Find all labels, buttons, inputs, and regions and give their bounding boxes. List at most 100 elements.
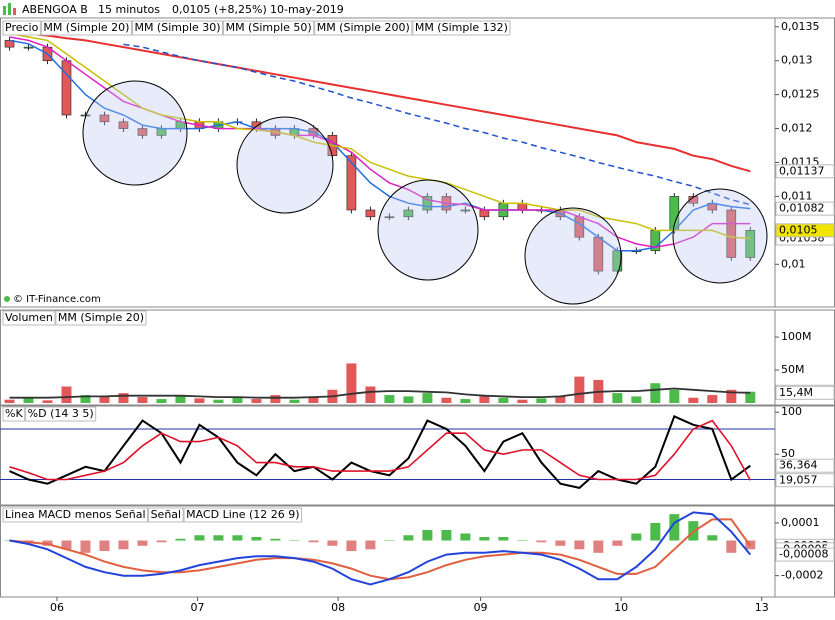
last-value-label: 0,0105 — [779, 223, 818, 236]
last-value-label: 15,4M — [779, 386, 813, 399]
histogram-bar — [498, 537, 509, 541]
last-value-label: -0,00008 — [779, 548, 828, 561]
candle-body — [460, 209, 471, 212]
histogram-bar — [80, 540, 91, 553]
interval: 15 minutos — [98, 3, 160, 16]
volume-bar — [726, 389, 737, 403]
price: 0,0105 (+8,25%) — [172, 3, 267, 16]
legend-entry: Señal — [151, 508, 182, 521]
volume-bar — [61, 386, 72, 403]
histogram-bar — [156, 540, 167, 543]
candle-body — [346, 155, 357, 211]
logo-bar — [3, 6, 6, 15]
volume-bar — [384, 395, 395, 403]
last-value-label: 0,01137 — [779, 164, 825, 177]
volume-bar — [422, 393, 433, 403]
histogram-bar — [403, 535, 414, 541]
histogram-bar — [213, 535, 224, 541]
last-value-badge — [775, 458, 835, 473]
last-value-badge — [775, 385, 835, 400]
volume-bar — [403, 396, 414, 403]
histogram-bar — [555, 540, 566, 546]
legend-entry: MM (Simple 30) — [134, 21, 220, 34]
candle-body — [118, 121, 129, 129]
legend-box — [148, 507, 184, 523]
volume-bar — [479, 396, 490, 403]
y-tick-label: 0,0001 — [781, 516, 820, 529]
x-tick-label: 07 — [191, 601, 205, 614]
annotation-circles — [82, 80, 768, 305]
annotation-circle — [672, 188, 768, 284]
volume-bar — [270, 395, 281, 403]
legend-entry: MM (Simple 20) — [43, 21, 129, 34]
candle-body — [403, 209, 414, 218]
histogram-bar — [175, 538, 186, 541]
y-tick-label: 100 — [781, 405, 802, 418]
title: ABENGOA B — [22, 3, 88, 16]
histogram-bar — [251, 537, 262, 541]
histogram-bar — [232, 535, 243, 541]
legend-box — [2, 20, 41, 36]
candle-body — [23, 46, 34, 49]
legend-box — [223, 20, 315, 36]
candle-body — [688, 196, 699, 204]
volume-bar — [555, 396, 566, 403]
candle-body — [384, 216, 395, 219]
last-value-badge — [775, 164, 835, 179]
histogram-bar — [118, 540, 129, 550]
histogram-bar — [365, 540, 376, 550]
volume-bar — [631, 396, 642, 403]
histogram-bar — [593, 540, 604, 553]
y-tick-label: 0,0125 — [781, 88, 820, 101]
series-line — [9, 39, 751, 252]
candle-body — [61, 60, 72, 116]
volume-bar — [745, 391, 756, 403]
legend-entry: Volumen — [5, 311, 53, 324]
candle-body — [479, 209, 490, 218]
histogram-bar — [61, 540, 72, 550]
histogram-bar — [137, 540, 148, 546]
legend-box — [183, 507, 303, 523]
series-line — [9, 511, 752, 586]
histogram-bar — [99, 540, 110, 552]
y-tick-label: 0,011 — [781, 189, 813, 202]
legend-box — [2, 406, 26, 422]
volume-bar — [707, 395, 718, 403]
volume-bar — [175, 396, 186, 403]
candle-body — [137, 128, 148, 136]
volume-bar — [156, 399, 167, 403]
legend-box — [131, 20, 224, 36]
legend-entry: MM (Simple 132) — [415, 21, 508, 34]
volume-bar — [194, 398, 205, 403]
histogram-bar — [517, 540, 528, 542]
legend-box — [40, 20, 132, 36]
legend-entry: %D (14 3 5) — [28, 407, 94, 420]
y-tick-label: 0,013 — [781, 54, 813, 67]
volume-bar — [99, 396, 110, 403]
series-line — [9, 419, 752, 481]
header: ABENGOA B 15 minutos 0,0105 (+8,25%) 10-… — [3, 3, 344, 16]
annotation-circle — [82, 80, 188, 186]
y-tick-label: 0,0135 — [781, 20, 820, 33]
volume-bar — [308, 396, 319, 403]
legend-box — [2, 507, 149, 523]
legend-box — [2, 310, 56, 326]
candle-body — [365, 209, 376, 218]
volume-bar — [650, 383, 661, 403]
series-line — [123, 43, 751, 206]
histogram-bar — [536, 540, 547, 543]
x-tick-label: 08 — [331, 601, 345, 614]
x-tick-label: 09 — [474, 601, 488, 614]
candle-body — [745, 230, 756, 258]
legend-entry: %K — [5, 407, 23, 420]
histogram-bar — [612, 540, 623, 546]
series-line — [9, 29, 751, 173]
volume-bar — [460, 399, 471, 403]
logo-bar — [13, 8, 16, 15]
volume-bar — [4, 399, 15, 403]
volume-bar — [365, 386, 376, 403]
volume-bar — [517, 399, 528, 403]
histogram-bar — [460, 533, 471, 541]
y-tick-label: 50M — [781, 363, 805, 376]
histogram-bar — [650, 522, 661, 541]
